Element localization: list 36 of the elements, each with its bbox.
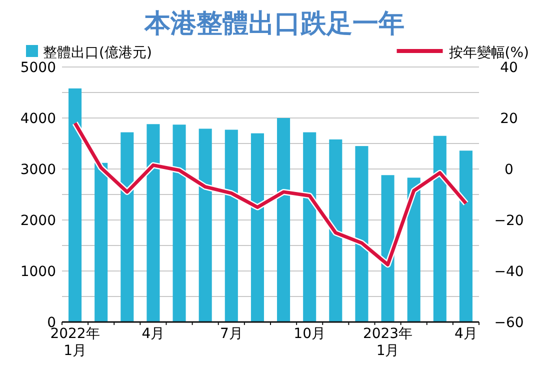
bar: [146, 124, 160, 322]
bar: [94, 162, 108, 322]
x-tick-label: 4月: [454, 326, 478, 342]
legend-label: 整體出口(億港元): [43, 45, 152, 61]
y2-tick-label: −20: [494, 213, 524, 229]
y-tick-label: 1000: [20, 264, 56, 280]
y2-tick-label: −40: [494, 264, 524, 280]
bar: [224, 130, 238, 322]
bar: [198, 128, 212, 322]
bar: [407, 178, 420, 322]
y2-tick-label: 40: [500, 60, 518, 76]
bar: [250, 133, 264, 322]
x-tick-label: 7月: [220, 326, 243, 342]
bar: [120, 132, 134, 322]
y2-tick-label: 0: [504, 162, 514, 178]
x-tick-label: 10月: [294, 326, 326, 342]
bar: [459, 150, 472, 322]
bar: [433, 136, 446, 322]
x-tick-label: 2023年 1月: [362, 326, 413, 359]
y2-tick-label: 20: [500, 111, 518, 127]
y-tick-label: 4000: [20, 111, 56, 127]
x-tick-label: 2022年 1月: [50, 326, 100, 359]
bar: [277, 118, 290, 322]
bar: [355, 146, 368, 322]
bar: [172, 124, 186, 322]
bar: [68, 88, 82, 322]
y-tick-label: 2000: [20, 213, 56, 229]
bar: [303, 132, 316, 322]
x-tick-label: 4月: [142, 326, 165, 342]
y-tick-label: 3000: [20, 162, 56, 178]
bar: [381, 175, 394, 322]
bar: [329, 139, 342, 322]
y2-tick-label: −60: [494, 315, 524, 331]
legend-label: 按年變幅(%): [448, 45, 529, 61]
chart-title: 本港整體出口跌足一年: [144, 9, 404, 39]
y-tick-label: 5000: [20, 60, 56, 76]
